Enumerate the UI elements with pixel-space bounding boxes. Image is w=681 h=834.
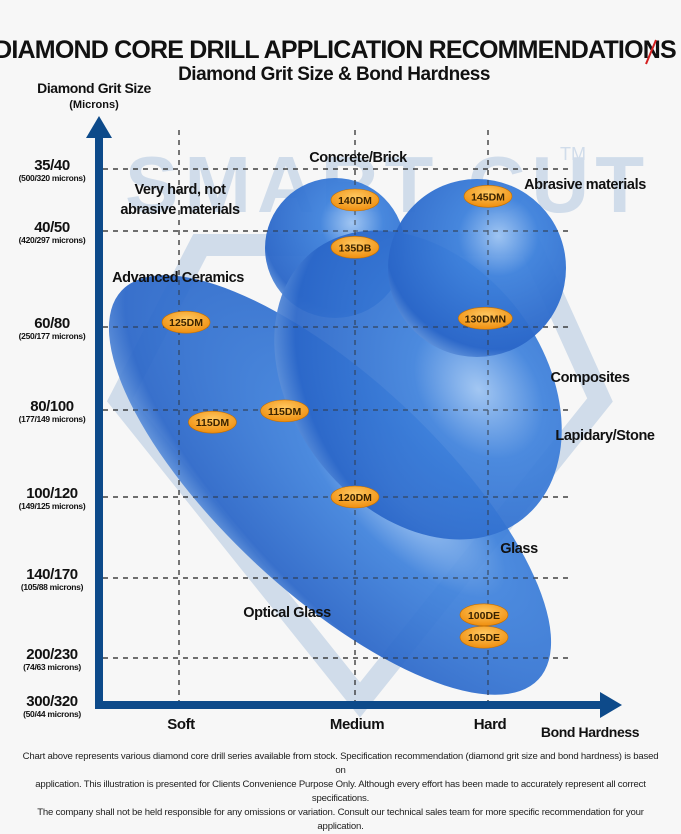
product-label: 115DM	[196, 417, 230, 429]
disclaimer-line: Chart above represents various diamond c…	[22, 751, 659, 776]
watermark-tm: TM	[560, 144, 586, 164]
region-label-glass: Glass	[500, 541, 538, 557]
x-tick-label: Medium	[330, 716, 384, 733]
product-point: 135DB	[330, 236, 380, 259]
strike-mark	[645, 39, 657, 65]
y-tick-sublabel: (500/320 microns)	[19, 173, 86, 183]
region-label-very-hard: Very hard, not	[134, 182, 226, 198]
product-label: 100DE	[468, 610, 500, 622]
product-marker	[161, 310, 211, 334]
y-tick-label: 100/120	[26, 485, 77, 502]
y-axis-subtitle: (Microns)	[69, 99, 119, 111]
watermark-diamond-icon	[106, 234, 613, 718]
product-label: 145DM	[471, 191, 505, 203]
disclaimer: Chart above represents various diamond c…	[20, 750, 661, 834]
x-axis	[95, 701, 605, 709]
x-tick-label: Soft	[167, 716, 195, 733]
product-marker	[458, 307, 513, 330]
y-tick-label: 60/80	[34, 315, 70, 332]
product-marker	[260, 399, 309, 423]
x-axis-title: Bond Hardness	[541, 724, 640, 740]
y-tick-sublabel: (74/63 microns)	[23, 662, 81, 672]
y-tick-sublabel: (105/88 microns)	[21, 582, 84, 592]
product-label: 140DM	[338, 195, 372, 207]
product-label: 105DE	[468, 632, 500, 644]
chart: DIAMOND CORE DRILL APPLICATION RECOMMEND…	[0, 36, 677, 740]
y-tick-label: 40/50	[34, 219, 70, 236]
x-axis-arrow-icon	[600, 692, 622, 718]
product-point: 120DM	[330, 485, 380, 509]
product-marker	[330, 485, 380, 509]
product-marker	[188, 410, 237, 434]
product-points: 140DM 145DM 135DB 130DMN 125DM 115DM 115DM 120D…	[161, 184, 513, 649]
product-point: 115DM	[188, 410, 237, 434]
product-marker	[330, 236, 380, 259]
page-title: DIAMOND CORE DRILL APPLICATION RECOMMEND…	[0, 36, 676, 64]
y-tick-sublabel: (149/125 microns)	[19, 501, 86, 511]
y-tick-sublabel: (420/297 microns)	[19, 235, 86, 245]
region-label-very-hard-2: abrasive materials	[120, 202, 240, 218]
region-label-abrasive: Abrasive materials	[524, 177, 646, 193]
y-tick-label: 200/230	[26, 646, 77, 663]
bubble-abrasive	[388, 179, 566, 357]
product-marker	[463, 184, 513, 208]
y-tick-sublabel: (50/44 microns)	[23, 709, 81, 719]
product-label: 120DM	[338, 492, 372, 504]
disclaimer-line: application. This illustration is presen…	[35, 779, 646, 804]
product-label: 135DB	[339, 242, 372, 254]
y-axis-arrow-icon	[86, 116, 112, 138]
product-point: 100DE	[459, 603, 509, 627]
product-point: 130DMN	[458, 307, 513, 330]
axes	[86, 116, 622, 718]
y-tick-sublabel: (177/149 microns)	[19, 414, 86, 424]
y-axis	[95, 130, 103, 709]
y-axis-title: Diamond Grit Size	[37, 80, 151, 96]
x-tick-labels: Soft Medium Hard	[167, 716, 507, 733]
x-tick-label: Hard	[474, 716, 507, 733]
product-point: 125DM	[161, 310, 211, 334]
region-label-ceramics: Advanced Ceramics	[112, 270, 244, 286]
region-labels: Concrete/Brick Very hard, not abrasive m…	[112, 150, 655, 621]
product-marker	[459, 625, 509, 649]
region-label-composites: Composites	[551, 370, 630, 386]
bubble-ceramics-glass	[108, 275, 552, 695]
region-label-concrete: Concrete/Brick	[309, 150, 408, 166]
watermark: SMART CUT TM	[106, 140, 644, 718]
product-point: 145DM	[463, 184, 513, 208]
product-point: 115DM	[260, 399, 309, 423]
y-tick-sublabel: (250/177 microns)	[19, 331, 86, 341]
product-point: 140DM	[330, 188, 380, 212]
product-label: 125DM	[169, 317, 203, 329]
region-label-optical-glass: Optical Glass	[243, 605, 331, 621]
y-tick-label: 80/100	[30, 398, 74, 415]
product-label: 130DMN	[465, 313, 506, 325]
disclaimer-line: The company shall not be held responsibl…	[37, 807, 644, 832]
subtitle: Diamond Grit Size & Bond Hardness	[178, 64, 490, 85]
y-tick-label: 35/40	[34, 157, 70, 174]
product-label: 115DM	[268, 406, 302, 418]
y-tick-labels: 35/40(500/320 microns) 40/50(420/297 micr…	[19, 157, 86, 719]
product-marker	[459, 603, 509, 627]
region-label-lapidary: Lapidary/Stone	[555, 428, 654, 444]
y-tick-label: 300/320	[26, 693, 77, 710]
product-marker	[330, 188, 380, 212]
y-tick-label: 140/170	[26, 566, 77, 583]
product-point: 105DE	[459, 625, 509, 649]
